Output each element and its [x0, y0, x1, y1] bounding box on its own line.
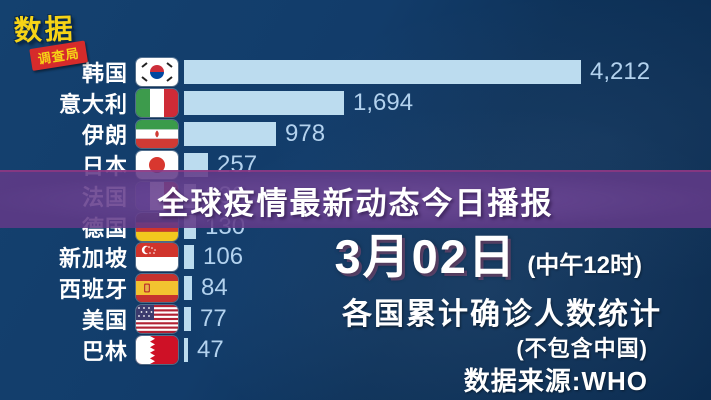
date-note: (中午12时)	[527, 252, 642, 279]
data-source: 数据来源:WHO	[463, 366, 648, 396]
country-label: 西班牙	[58, 277, 128, 303]
flag-icon-iran	[136, 119, 178, 148]
panel-subtitle: 各国累计确诊人数统计	[342, 298, 662, 331]
value-label: 84	[201, 274, 228, 302]
country-label: 韩国	[81, 61, 128, 86]
date-line: 3月02日 (中午12时)	[334, 230, 662, 296]
country-label: 意大利	[58, 91, 128, 117]
info-panel: 3月02日 (中午12时) 各国累计确诊人数统计 (不包含中国) 数据来源:WH…	[334, 230, 662, 398]
bar-bahrain	[184, 338, 188, 363]
flag-icon-italy	[136, 88, 178, 117]
flag-icon-south-korea	[136, 58, 178, 86]
value-label: 4,212	[590, 58, 651, 85]
value-label: 47	[197, 336, 224, 364]
value-label: 77	[200, 305, 227, 333]
bar-row-usa: 美国 77	[0, 305, 711, 334]
value-label: 106	[203, 243, 244, 271]
country-label: 伊朗	[81, 122, 128, 148]
bar-row-bahrain: 巴林 47	[0, 336, 711, 365]
bar-row-italy: 意大利 1,694	[0, 88, 711, 117]
country-label: 新加坡	[58, 246, 128, 272]
bar-row-spain: 西班牙 84	[0, 274, 711, 303]
date-text: 3月02日	[334, 230, 517, 283]
value-label: 978	[285, 119, 326, 147]
bar-singapore	[184, 245, 194, 270]
headline-title: 全球疫情最新动态今日播报	[157, 185, 554, 221]
flag-icon-spain	[136, 274, 178, 303]
bar-south-korea	[184, 60, 581, 84]
bar-spain	[184, 276, 192, 301]
flag-icon-usa	[136, 305, 178, 334]
logo: 数据 调查局	[13, 7, 89, 71]
bar-row-singapore: 新加坡 106	[0, 243, 711, 272]
flag-icon-bahrain	[136, 336, 178, 365]
headline-banner: 全球疫情最新动态今日播报	[0, 170, 711, 228]
country-label: 美国	[81, 308, 128, 334]
value-label: 1,694	[353, 88, 414, 116]
bar-italy	[184, 90, 344, 115]
flag-icon-singapore	[136, 243, 178, 272]
scope-note: (不包含中国)	[516, 336, 648, 361]
country-label: 巴林	[81, 339, 128, 365]
bar-usa	[184, 307, 191, 332]
bar-iran	[184, 121, 276, 146]
bar-row-iran: 伊朗 978	[0, 119, 711, 148]
bar-row-south-korea: 韩国 4,212	[0, 58, 711, 86]
